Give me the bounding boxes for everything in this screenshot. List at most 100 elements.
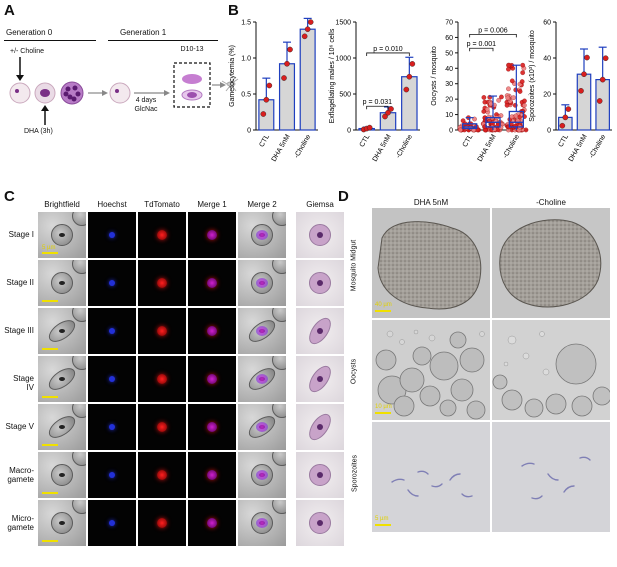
d-scale-label-midgut: 40 µm <box>375 302 392 308</box>
exflagellating-males-point <box>409 61 416 67</box>
c-tile <box>88 452 136 498</box>
d-scale-bar-midgut <box>375 310 391 312</box>
gametocytemia-point <box>260 111 267 117</box>
c-col-label: TdTomato <box>144 200 180 209</box>
oocysts-y-tick-label: 20 <box>445 97 453 104</box>
sporozoites-x-tick-label: -Choline <box>588 133 607 159</box>
c-scale-bar <box>42 396 58 398</box>
c-tile <box>238 356 286 402</box>
c-tile <box>138 356 186 402</box>
exflagellating-males-point <box>366 124 373 131</box>
c-tile <box>296 356 344 402</box>
generation-1-underline <box>108 40 218 41</box>
d-col-label-dha: DHA 5nM <box>413 198 449 207</box>
sporozoites-x-tick-label: CTL <box>557 133 570 148</box>
c-tile <box>296 212 344 258</box>
exflagellating-males-point <box>388 106 394 112</box>
d-tile-midgut-dha: 40 µm <box>372 208 490 318</box>
oocysts-point <box>520 62 526 68</box>
c-tile <box>188 308 236 354</box>
oocysts-point <box>504 102 510 108</box>
oocysts-point <box>458 127 463 133</box>
d-tile-midgut-choline <box>492 208 610 318</box>
glcnac-label: GlcNac <box>134 106 158 113</box>
exflagellating-males-x-tick-label: CTL <box>359 133 372 148</box>
c-tile <box>238 452 286 498</box>
c-tile <box>138 404 186 450</box>
c-tile <box>296 500 344 546</box>
c-tile <box>38 356 86 402</box>
sporozoites-point <box>578 88 584 94</box>
oocysts-significance-bracket <box>469 33 517 38</box>
c-tile <box>138 500 186 546</box>
oocysts-point <box>522 102 527 108</box>
c-tile <box>138 452 186 498</box>
exflagellating-males-x-tick-label: -Choline <box>395 133 414 159</box>
oocysts-point <box>484 107 490 112</box>
c-tile <box>38 260 86 306</box>
sporozoites-point <box>602 55 609 62</box>
oocysts-y-tick-label: 0 <box>449 128 453 135</box>
oocysts-p-value: p = 0.006 <box>478 27 507 34</box>
exflagellating-males-point <box>403 86 410 93</box>
c-scale-label: 5 µm <box>42 245 56 251</box>
sporozoites-y-tick-label: 60 <box>543 20 551 27</box>
gametocytemia-point <box>304 26 311 33</box>
d-tile-oocysts-choline <box>492 320 610 420</box>
gametocytemia-bar <box>299 28 316 131</box>
c-stage-label: Stage IV <box>13 374 34 392</box>
oocysts-point <box>481 109 487 114</box>
oocysts-point <box>506 66 511 72</box>
exflagellating-males-y-tick-label: 1500 <box>335 20 351 27</box>
c-col-label: Giemsa <box>306 200 334 209</box>
d-row-label-oocysts: Oocysts <box>350 358 358 385</box>
oocysts-y-tick-label: 10 <box>445 112 453 119</box>
c-tile <box>296 308 344 354</box>
c-tile <box>296 452 344 498</box>
c-tile <box>138 308 186 354</box>
oocysts-p-value: p = 0.001 <box>467 41 496 48</box>
gametocytemia-x-tick-label: DHA 5nM <box>271 133 292 163</box>
d-tile-sporozoites-dha: 5 µm <box>372 422 490 532</box>
choline-label: +/- Choline <box>10 48 45 55</box>
c-col-label: Hoechst <box>97 200 127 209</box>
c-tile <box>188 452 236 498</box>
c-col-label: Brightfield <box>44 200 80 209</box>
c-tile <box>88 356 136 402</box>
c-tile <box>88 212 136 258</box>
oocysts-point <box>496 97 502 103</box>
exflagellating-males-y-tick-label: 0 <box>347 128 351 135</box>
c-stage-label: Stage III <box>4 326 34 335</box>
generation-1-label: Generation 1 <box>120 28 167 37</box>
generation-0-underline <box>4 40 96 41</box>
c-tile <box>38 308 86 354</box>
c-col-label: Merge 1 <box>197 200 227 209</box>
c-scale-bar <box>42 348 58 350</box>
sporozoites-y-label: Sporozoites (x10³) / mosquito <box>529 30 536 122</box>
gametocytemia-point <box>284 60 290 67</box>
d-tile-oocysts-dha: 10 µm <box>372 320 490 420</box>
gametocytemia-y-tick-label: 0 <box>247 128 251 135</box>
sporozoites-y-tick-label: 40 <box>543 56 551 63</box>
sporozoites-x-tick-label: DHA 5nM <box>568 133 589 163</box>
panel-a-diagram <box>9 57 239 125</box>
oocysts-point <box>509 114 515 120</box>
d-row-label-midgut: Mosquito Midgut <box>350 239 358 292</box>
oocysts-x-tick-label: -Choline <box>502 133 521 159</box>
exflagellating-males-bar <box>401 76 418 131</box>
c-scale-bar <box>42 444 58 446</box>
sporozoites-point <box>599 76 606 83</box>
exflagellating-males-y-label: Exflagellating males / 10⁶ cells <box>329 28 336 123</box>
c-tile <box>38 500 86 546</box>
c-tile <box>38 452 86 498</box>
exflagellating-males-significance-bracket <box>366 52 410 56</box>
exflagellating-males-p-value: p = 0.031 <box>363 99 392 106</box>
oocysts-significance-bracket <box>469 47 494 52</box>
days-label: 4 days <box>135 97 157 104</box>
c-stage-label: Macro- gamete <box>7 466 34 484</box>
c-col-label: Merge 2 <box>247 200 277 209</box>
sporozoites-bar <box>595 78 610 131</box>
d-scale-label-oocysts: 10 µm <box>375 404 392 410</box>
d-row-label-sporozoites: Sporozoites <box>351 455 359 492</box>
sporozoites-y-tick-label: 0 <box>547 128 551 135</box>
